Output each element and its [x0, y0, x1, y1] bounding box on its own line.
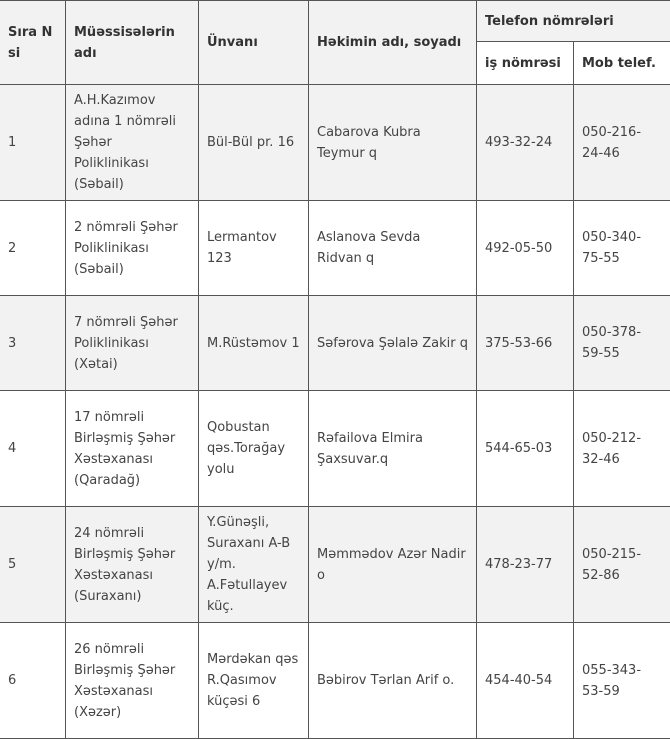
header-num: Sıra N si — [0, 0, 66, 85]
cell-mobile: 050-216-24-46 — [572, 84, 670, 201]
cell-mobile: 050-340-75-55 — [572, 200, 670, 296]
cell-num: 3 — [0, 295, 66, 391]
table-row: 6 26 nömrəli Birləşmiş Şəhər Xəstəxanası … — [0, 622, 670, 739]
cell-num: 5 — [0, 506, 66, 623]
cell-doctor: Bəbirov Tərlan Arif o. — [308, 622, 477, 739]
cell-address: M.Rüstəmov 1 — [198, 295, 309, 391]
cell-address: Lermantov 123 — [198, 200, 309, 296]
table-row: 4 17 nömrəli Birləşmiş Şəhər Xəstəxanası … — [0, 390, 670, 507]
cell-work-phone: 478-23-77 — [476, 506, 574, 623]
header-phones: Telefon nömrələri — [475, 0, 670, 42]
cell-institution: 24 nömrəli Birləşmiş Şəhər Xəstəxanası (… — [65, 506, 199, 623]
header-doctor: Həkimin adı, soyadı — [308, 0, 477, 85]
cell-doctor: Səfərova Şəlalə Zakir q — [308, 295, 477, 391]
cell-num: 2 — [0, 200, 66, 296]
cell-institution: 2 nömrəli Şəhər Poliklinikası (Səbail) — [65, 200, 199, 296]
cell-work-phone: 544-65-03 — [476, 390, 574, 507]
cell-doctor: Cabarova Kubra Teymur q — [308, 84, 477, 201]
cell-mobile: 050-212-32-46 — [572, 390, 670, 507]
cell-address: Mərdəkan qəs R.Qasımov küçəsi 6 — [198, 622, 309, 739]
cell-work-phone: 375-53-66 — [476, 295, 574, 391]
cell-work-phone: 492-05-50 — [476, 200, 574, 296]
table-row: 1 A.H.Kazımov adına 1 nömrəli Şəhər Polik… — [0, 84, 670, 201]
cell-institution: 17 nömrəli Birləşmiş Şəhər Xəstəxanası (… — [65, 390, 199, 507]
cell-mobile: 050-215-52-86 — [572, 506, 670, 623]
cell-num: 6 — [0, 622, 66, 739]
header-work-phone: iş nömrəsi — [476, 41, 574, 85]
cell-institution: A.H.Kazımov adına 1 nömrəli Şəhər Polikl… — [65, 84, 199, 201]
cell-doctor: Məmmədov Azər Nadir o — [308, 506, 477, 623]
cell-work-phone: 493-32-24 — [476, 84, 574, 201]
table-row: 5 24 nömrəli Birləşmiş Şəhər Xəstəxanası … — [0, 506, 670, 623]
header-address: Ünvanı — [198, 0, 309, 85]
cell-doctor: Aslanova Sevda Ridvan q — [308, 200, 477, 296]
cell-institution: 7 nömrəli Şəhər Poliklinikası (Xətai) — [65, 295, 199, 391]
cell-address: Y.Günəşli, Suraxanı A-B y/m. A.Fətullaye… — [198, 506, 309, 623]
cell-doctor: Rəfailova Elmira Şaxsuvar.q — [308, 390, 477, 507]
cell-address: Bül-Bül pr. 16 — [198, 84, 309, 201]
cell-address: Qobustan qəs.Torağay yolu — [198, 390, 309, 507]
cell-mobile: 050-378-59-55 — [572, 295, 670, 391]
cell-institution: 26 nömrəli Birləşmiş Şəhər Xəstəxanası (… — [65, 622, 199, 739]
cell-num: 4 — [0, 390, 66, 507]
cell-num: 1 — [0, 84, 66, 201]
header-row: Sıra N si Müəssisələrin adı Ünvanı Həkim… — [0, 0, 670, 85]
header-mobile: Mob telef. — [572, 41, 670, 85]
header-institution: Müəssisələrin adı — [65, 0, 199, 85]
cell-work-phone: 454-40-54 — [476, 622, 574, 739]
cell-mobile: 055-343-53-59 — [572, 622, 670, 739]
